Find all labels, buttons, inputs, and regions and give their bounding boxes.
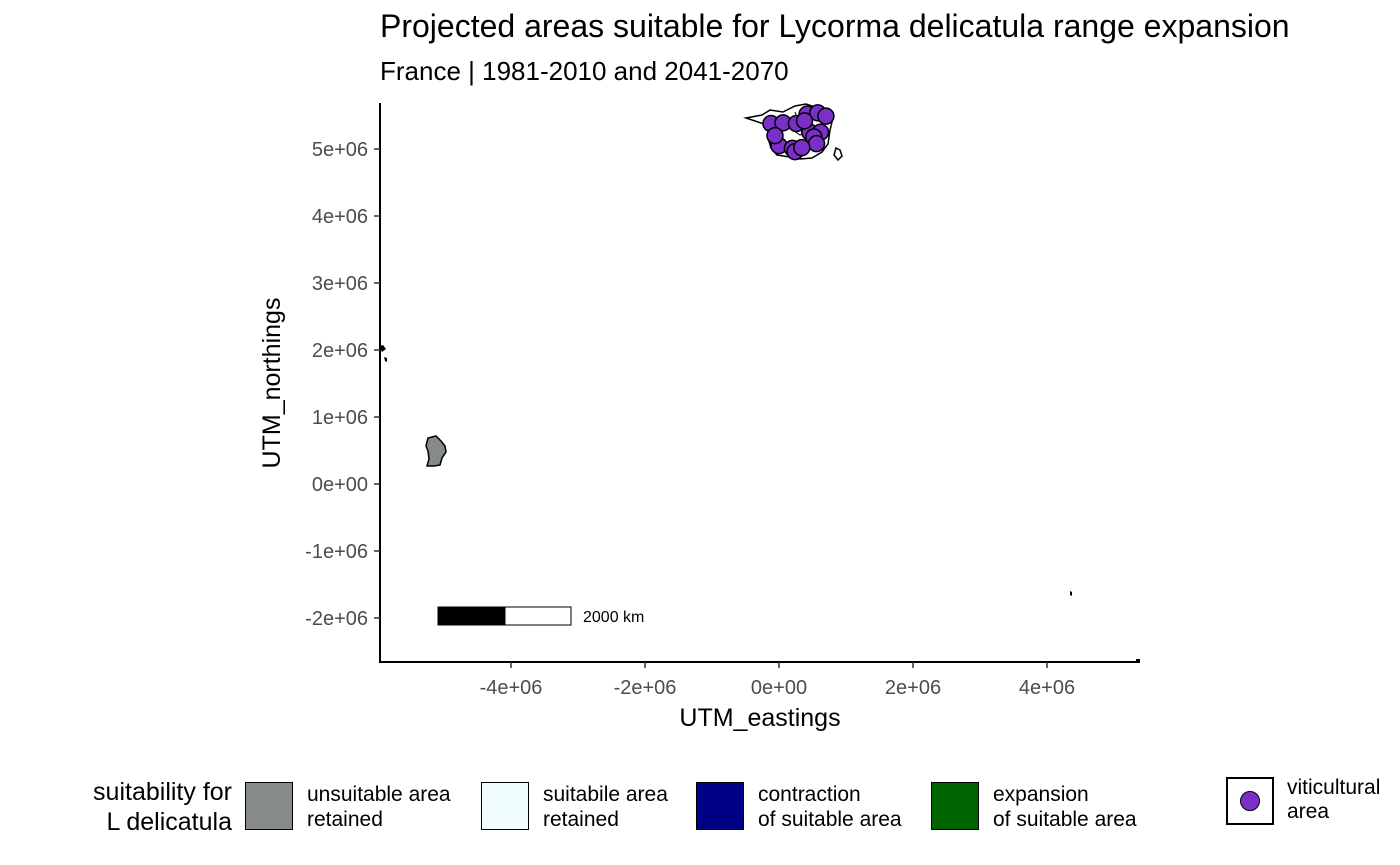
- viticultural-area-points: [762, 104, 835, 161]
- french-guiana-outline: [425, 435, 447, 467]
- y-tick-label: 5e+06: [312, 139, 368, 161]
- scale-bar-label: 2000 km: [583, 609, 644, 626]
- caribbean-island-outline: [379, 345, 386, 352]
- y-tick-label: 3e+06: [312, 273, 368, 295]
- y-axis-ticks: 5e+06 4e+06 3e+06 2e+06 1e+06 0e+00 -1e+06 -2e+…: [305, 139, 380, 630]
- legend-key-expansion: [931, 782, 979, 830]
- viticultural-area-point: [795, 112, 814, 130]
- island-speck: [1070, 591, 1072, 596]
- caribbean-island-outline: [384, 357, 387, 362]
- legend-label-contraction: contraction of suitable area: [758, 783, 902, 831]
- x-tick-label: -2e+06: [614, 677, 677, 699]
- viticultural-area-point: [766, 126, 784, 145]
- viticultural-area-point: [817, 107, 835, 125]
- island-speck: [1136, 659, 1140, 663]
- legend-key-unsuitable-retained: [245, 782, 293, 830]
- map-subtitle: France | 1981-2010 and 2041-2070: [380, 56, 789, 86]
- x-axis-title: UTM_eastings: [679, 704, 840, 732]
- x-tick-label: 2e+06: [885, 677, 941, 699]
- legend-label-viticultural-area: viticultural area: [1287, 776, 1381, 823]
- y-tick-label: 4e+06: [312, 206, 368, 228]
- legend-label-unsuitable-retained: unsuitable area retained: [307, 783, 451, 831]
- corsica-outline: [833, 146, 843, 162]
- legend-key-suitable-retained: [481, 782, 529, 830]
- legend-label-suitable-retained: suitabile area retained: [543, 783, 668, 831]
- y-tick-label: -1e+06: [305, 541, 368, 563]
- scale-bar-white-segment: [504, 606, 572, 626]
- y-tick-label: 2e+06: [312, 340, 368, 362]
- x-tick-label: -4e+06: [480, 677, 543, 699]
- y-tick-label: 1e+06: [312, 407, 368, 429]
- viticultural-area-point: [807, 134, 826, 153]
- legend-key-contraction: [696, 782, 744, 830]
- legend-label-expansion: expansion of suitable area: [993, 783, 1137, 831]
- viticultural-dot-icon: [1240, 791, 1260, 811]
- x-tick-label: 0e+00: [751, 677, 807, 699]
- legend-title-suitability: suitability for L delicatula: [93, 778, 232, 836]
- scale-bar-black-segment: [437, 606, 506, 626]
- y-tick-label: -2e+06: [305, 608, 368, 630]
- y-tick-label: 0e+00: [312, 474, 368, 496]
- legend-key-viticultural-area: [1226, 777, 1274, 825]
- y-axis-title: UTM_northings: [258, 298, 286, 469]
- map-title: Projected areas suitable for Lycorma del…: [380, 8, 1290, 44]
- x-axis-ticks: -4e+06 -2e+06 0e+00 2e+06 4e+06: [480, 662, 1075, 699]
- x-tick-label: 4e+06: [1019, 677, 1075, 699]
- viticultural-area-point: [793, 138, 811, 157]
